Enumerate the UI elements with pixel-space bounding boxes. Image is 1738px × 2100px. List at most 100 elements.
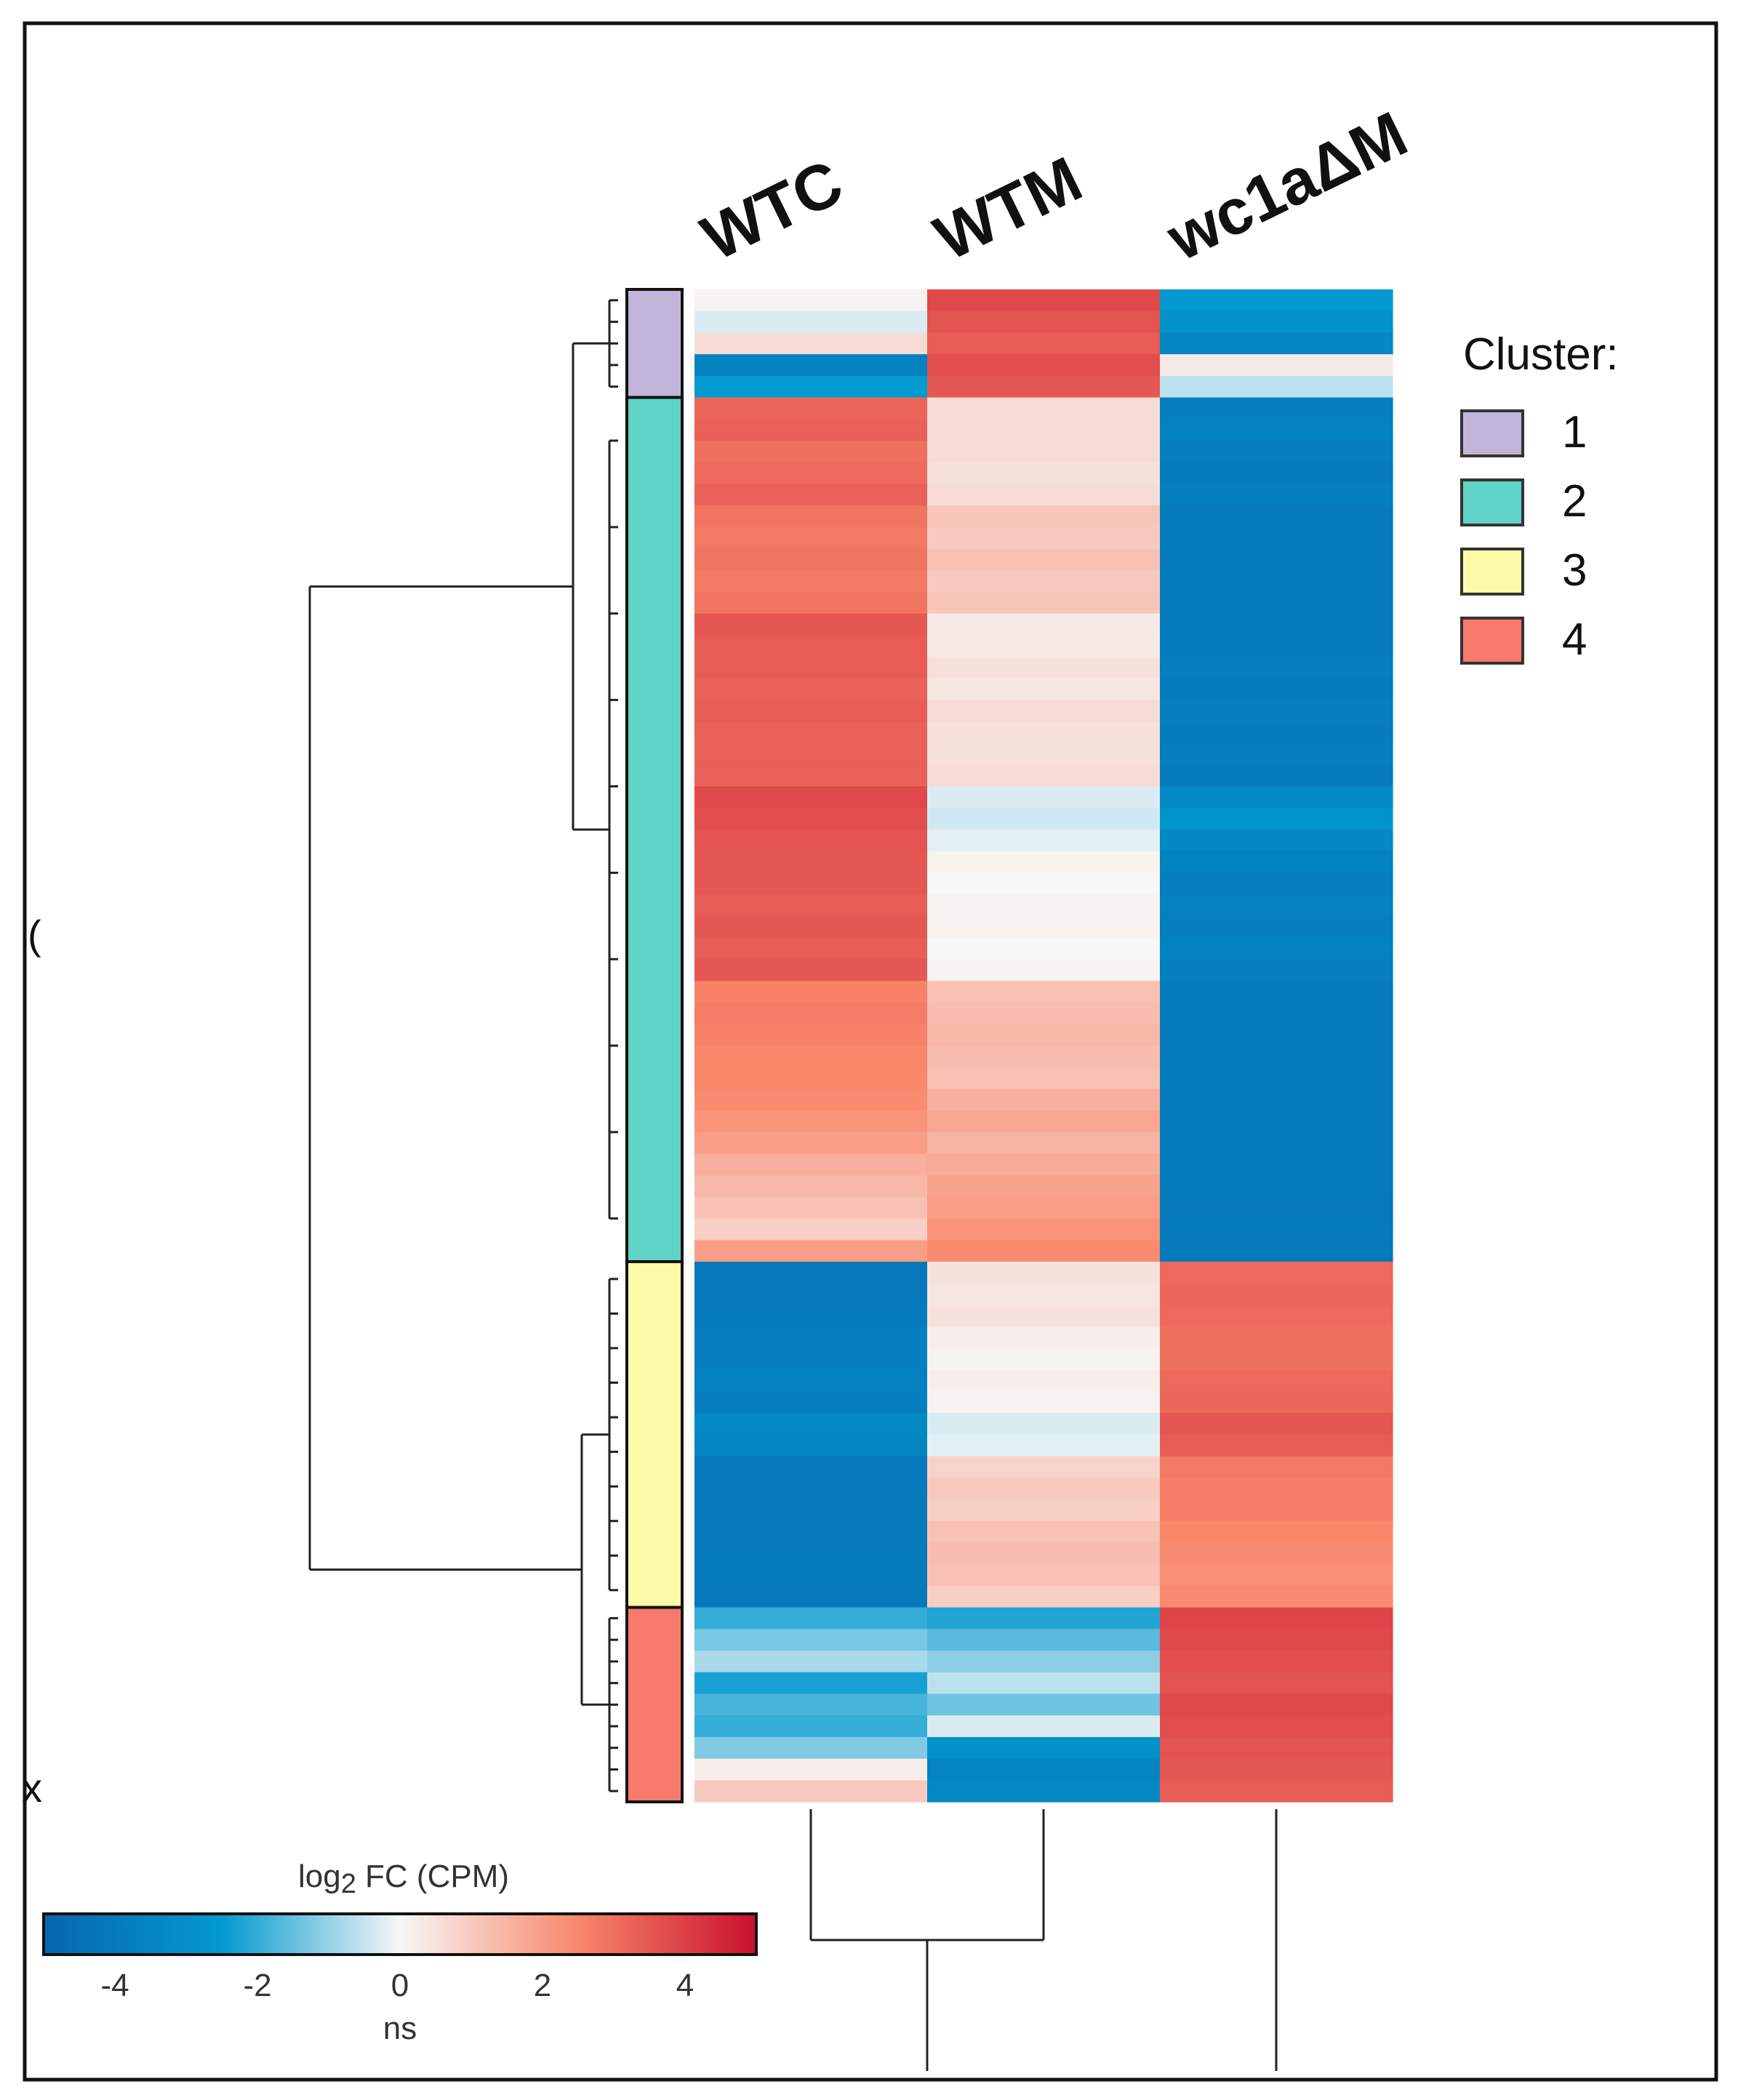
heatmap-cell [694,743,928,766]
heatmap-cell [694,1585,928,1608]
heatmap-cell [927,1197,1161,1219]
heatmap-cell [927,1305,1161,1327]
heatmap-cell [1160,332,1393,355]
heatmap-cell [927,1736,1161,1760]
heatmap-cell [694,1002,928,1025]
heatmap-cell [694,657,928,679]
heatmap-cell [1160,1434,1393,1457]
heatmap-cell [1160,1499,1393,1522]
heatmap-cell [1160,1046,1393,1068]
heatmap-cell [1160,1305,1393,1327]
heatmap-cell [694,1175,928,1198]
heatmap-cell [1160,700,1393,722]
legend-title: Cluster: [1463,329,1619,380]
heatmap-cell [1160,1780,1393,1803]
heatmap-cell [694,1564,928,1587]
cropped-glyph-top: ( [28,912,41,958]
heatmap-cell [927,1218,1161,1241]
heatmap-cell [694,1672,928,1695]
column-dendrogram [809,1809,1278,2071]
heatmap-cell [694,1067,928,1090]
heatmap-cell [1160,1024,1393,1046]
heatmap-cell [694,1434,928,1457]
heatmap-cell [1160,1153,1393,1176]
heatmap-cell [927,1520,1161,1544]
heatmap-cell [694,635,928,657]
heatmap-cell [927,721,1161,744]
heatmap-cell [1160,419,1393,441]
heatmap-cell [694,1694,928,1716]
heatmap-cell [927,375,1161,398]
heatmap-cell [1160,1262,1393,1284]
heatmap-cell [927,1089,1161,1111]
heatmap-cell [694,1197,928,1219]
heatmap-cell [1160,937,1393,960]
heatmap-cell [1160,310,1393,334]
legend-swatch [1460,617,1524,665]
heatmap-cell [1160,808,1393,830]
heatmap-cell [694,873,928,895]
heatmap-cell [927,1240,1161,1262]
heatmap-cell [1160,1218,1393,1241]
heatmap-cell [1160,1369,1393,1392]
heatmap-cell [1160,1607,1393,1630]
heatmap-cell [694,354,928,377]
heatmap-cell [927,1413,1161,1435]
heatmap-cell [694,764,928,788]
heatmap-cell [927,635,1161,657]
heatmap-cell [1160,484,1393,506]
heatmap-cell [1160,354,1393,377]
legend-swatch [1460,409,1524,457]
cluster-annotation-bar [625,288,684,1804]
heatmap-cell [1160,526,1393,550]
heatmap-cell [1160,1326,1393,1349]
heatmap-cell [1160,894,1393,917]
heatmap-body [694,289,1393,1803]
heatmap-cell [694,548,928,571]
heatmap-cell [694,419,928,441]
heatmap-cell [927,894,1161,917]
heatmap-cell [694,1478,928,1500]
legend-swatch [1460,548,1524,596]
heatmap-cell [1160,505,1393,528]
heatmap-cell [1160,635,1393,657]
heatmap-cell [694,1520,928,1544]
heatmap-cell [1160,1542,1393,1565]
heatmap-cell [927,1326,1161,1349]
cluster-bar-segment [625,396,684,1264]
heatmap-cell [927,1780,1161,1803]
heatmap-cell [694,1283,928,1306]
heatmap-cell [927,915,1161,939]
heatmap-cell [927,764,1161,788]
heatmap-cell [927,548,1161,571]
cluster-bar-segment [625,288,684,399]
heatmap-cell [927,1391,1161,1414]
heatmap-cell [694,1131,928,1155]
heatmap-cell [1160,548,1393,571]
heatmap-cell [1160,1110,1393,1133]
heatmap-cell [694,1391,928,1414]
heatmap-cell [1160,980,1393,1003]
heatmap-cell [927,332,1161,355]
heatmap-cell [694,1651,928,1673]
heatmap-cell [694,1110,928,1133]
heatmap-cell [927,1607,1161,1630]
heatmap-cell [694,397,928,420]
heatmap-cell [1160,1197,1393,1219]
heatmap-cell [694,1542,928,1565]
heatmap-cell [1160,1564,1393,1587]
heatmap-cell [927,1478,1161,1500]
heatmap-cell [1160,1672,1393,1695]
heatmap-cell [927,1564,1161,1587]
heatmap-cell [694,678,928,701]
heatmap-cell [927,1758,1161,1781]
heatmap-cell [1160,764,1393,788]
heatmap-cell [1160,915,1393,939]
heatmap-cell [927,808,1161,830]
heatmap-cell [1160,678,1393,701]
heatmap-cell [694,310,928,334]
heatmap-cell [927,1585,1161,1608]
heatmap-cell [694,505,928,528]
heatmap-cell [927,613,1161,636]
